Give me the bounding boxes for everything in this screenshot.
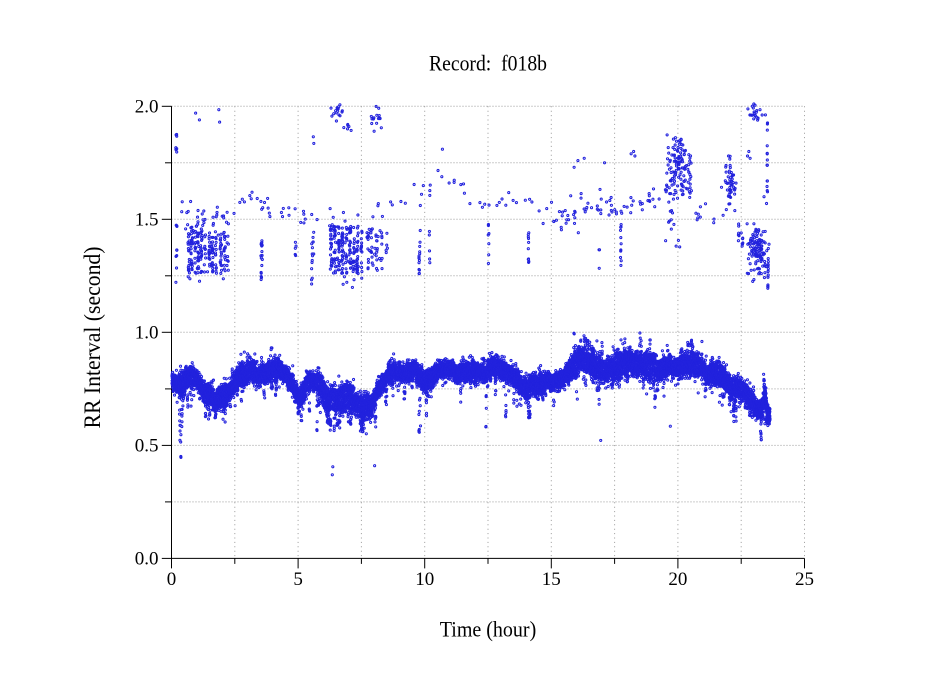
- svg-text:10: 10: [415, 569, 434, 590]
- svg-text:5: 5: [293, 569, 303, 590]
- svg-text:RR Interval (second): RR Interval (second): [80, 247, 105, 429]
- svg-text:2.0: 2.0: [135, 97, 159, 118]
- svg-text:0: 0: [167, 569, 177, 590]
- svg-text:20: 20: [668, 569, 687, 590]
- svg-text:Record: f018b: Record: f018b: [429, 51, 547, 76]
- svg-text:0.0: 0.0: [135, 549, 159, 570]
- svg-text:0.5: 0.5: [135, 436, 159, 457]
- svg-text:15: 15: [542, 569, 561, 590]
- svg-text:1.0: 1.0: [135, 323, 159, 344]
- svg-text:Time (hour): Time (hour): [440, 617, 537, 642]
- svg-text:25: 25: [795, 569, 814, 590]
- svg-text:1.5: 1.5: [135, 210, 159, 231]
